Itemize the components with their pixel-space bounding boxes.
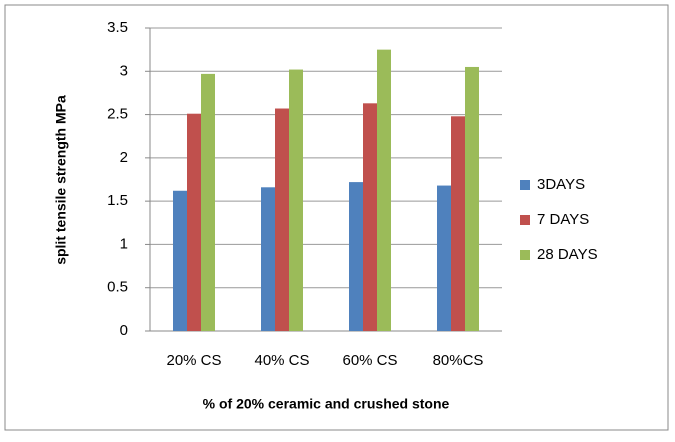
bar — [275, 108, 289, 331]
bar — [451, 116, 465, 331]
bar — [377, 49, 391, 332]
chart-border — [4, 4, 669, 431]
legend-label: 3DAYS — [537, 176, 585, 193]
bar — [187, 113, 201, 331]
x-tick-label: 60% CS — [342, 352, 397, 369]
bar — [437, 185, 451, 331]
bar — [465, 66, 479, 331]
y-tick-label: 2 — [120, 149, 128, 166]
legend-swatch — [520, 250, 530, 260]
legend-label: 7 DAYS — [537, 211, 589, 228]
y-tick-label: 3 — [120, 62, 128, 79]
bar — [349, 182, 363, 331]
x-tick-label: 80%CS — [433, 352, 484, 369]
y-tick-label: 1.5 — [107, 192, 128, 209]
bar — [261, 187, 275, 331]
bar — [201, 73, 215, 331]
legend-label: 28 DAYS — [537, 246, 598, 263]
y-tick-label: 0 — [120, 322, 128, 339]
x-tick-label: 40% CS — [254, 352, 309, 369]
bar — [173, 190, 187, 331]
y-axis-title: split tensile strength MPa — [53, 95, 69, 265]
bar — [289, 69, 303, 331]
bar — [363, 103, 377, 332]
x-axis-title: % of 20% ceramic and crushed stone — [203, 396, 450, 412]
y-tick-label: 2.5 — [107, 106, 128, 123]
y-tick-label: 3.5 — [107, 19, 128, 36]
legend-swatch — [520, 180, 530, 190]
x-tick-label: 20% CS — [166, 352, 221, 369]
legend-swatch — [520, 215, 530, 225]
y-tick-label: 1 — [120, 235, 128, 252]
y-tick-label: 0.5 — [107, 279, 128, 296]
